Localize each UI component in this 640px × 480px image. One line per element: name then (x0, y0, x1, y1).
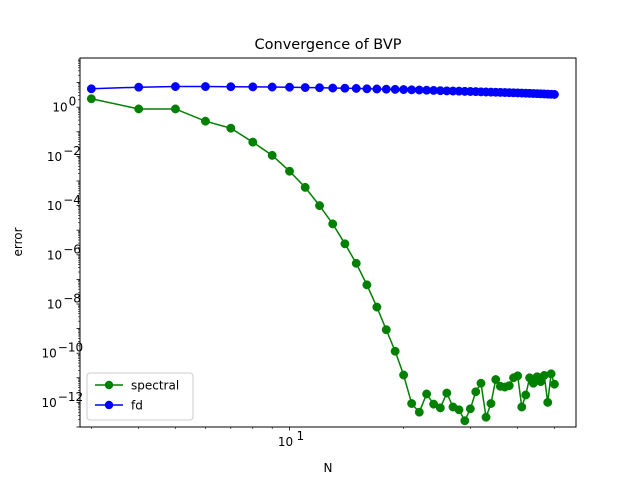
data-point-spectral (414, 407, 424, 417)
data-point-spectral (351, 258, 361, 268)
data-point-spectral (390, 346, 400, 356)
data-point-spectral (422, 389, 432, 399)
data-point-spectral (486, 399, 496, 408)
data-point-fd (170, 82, 180, 92)
y-tick-label: 10 (42, 396, 57, 410)
data-point-spectral (543, 397, 553, 407)
legend-label-fd: fd (131, 399, 143, 413)
data-point-spectral (429, 399, 439, 409)
data-point-fd (248, 82, 258, 92)
data-point-spectral (513, 371, 523, 381)
data-point-spectral (170, 104, 180, 114)
data-point-spectral (340, 239, 350, 249)
chart-title: Convergence of BVP (255, 37, 402, 53)
legend-label-spectral: spectral (131, 379, 179, 393)
data-point-spectral (549, 379, 559, 389)
data-point-spectral (442, 388, 452, 398)
data-point-spectral (86, 94, 96, 104)
data-point-fd (381, 84, 391, 94)
data-point-spectral (435, 403, 445, 413)
legend: spectral fd (86, 372, 194, 421)
data-point-spectral (381, 325, 391, 335)
data-point-fd (267, 82, 277, 92)
data-point-fd (390, 84, 400, 94)
y-tick-exponent: −6 (63, 242, 81, 256)
data-point-spectral (407, 399, 417, 408)
data-point-spectral (454, 405, 464, 415)
data-point-spectral (481, 412, 491, 422)
plot-area (86, 82, 559, 426)
y-tick-label: 10 (42, 347, 57, 361)
data-point-spectral (285, 166, 294, 176)
y-tick-label: 10 (47, 150, 62, 164)
legend-marker-spectral (104, 380, 114, 390)
data-point-spectral (248, 137, 258, 147)
data-point-spectral (134, 104, 144, 114)
data-point-spectral (226, 123, 236, 133)
x-axis-label: N (324, 461, 333, 475)
data-point-fd (226, 82, 236, 92)
y-tick-exponent: 0 (69, 95, 77, 109)
legend-marker-fd (104, 400, 114, 410)
x-tick-exponent: 1 (297, 429, 305, 443)
data-point-spectral (300, 182, 310, 192)
data-point-fd (328, 83, 338, 93)
x-tick-label: 10 (278, 435, 293, 449)
data-point-fd (549, 89, 559, 99)
data-point-fd (372, 84, 382, 94)
data-point-spectral (328, 219, 338, 229)
data-point-spectral (491, 375, 501, 384)
data-point-spectral (315, 201, 324, 211)
y-tick-exponent: −4 (63, 193, 81, 207)
data-point-fd (200, 82, 210, 92)
data-point-fd (86, 84, 96, 94)
y-tick-exponent: −12 (58, 390, 83, 404)
data-point-spectral (372, 302, 382, 312)
data-point-spectral (200, 116, 210, 126)
data-point-spectral (460, 416, 470, 426)
data-point-spectral (399, 370, 409, 380)
data-point-fd (407, 85, 417, 95)
y-tick-exponent: −10 (58, 341, 83, 355)
y-tick-label: 10 (47, 298, 62, 312)
y-tick-label: 10 (47, 199, 62, 213)
data-point-spectral (504, 381, 514, 391)
data-point-fd (362, 84, 372, 94)
data-point-fd (340, 83, 350, 93)
data-point-spectral (521, 390, 531, 400)
axes-frame (79, 57, 577, 428)
y-tick-exponent: −2 (63, 144, 81, 158)
data-point-fd (300, 83, 310, 92)
data-point-fd (285, 82, 294, 92)
data-point-fd (315, 83, 324, 93)
y-tick-label: 10 (52, 101, 67, 115)
data-point-spectral (362, 280, 372, 290)
data-point-spectral (465, 404, 475, 414)
data-point-spectral (471, 387, 481, 397)
y-tick-exponent: −8 (63, 292, 81, 306)
data-point-spectral (546, 369, 556, 379)
data-point-fd (399, 85, 409, 95)
data-point-fd (351, 83, 361, 93)
data-point-spectral (476, 378, 486, 388)
data-point-fd (134, 82, 144, 92)
data-point-spectral (267, 150, 277, 160)
y-axis-label: error (11, 227, 25, 256)
y-tick-label: 10 (47, 248, 62, 262)
data-point-spectral (517, 402, 527, 412)
